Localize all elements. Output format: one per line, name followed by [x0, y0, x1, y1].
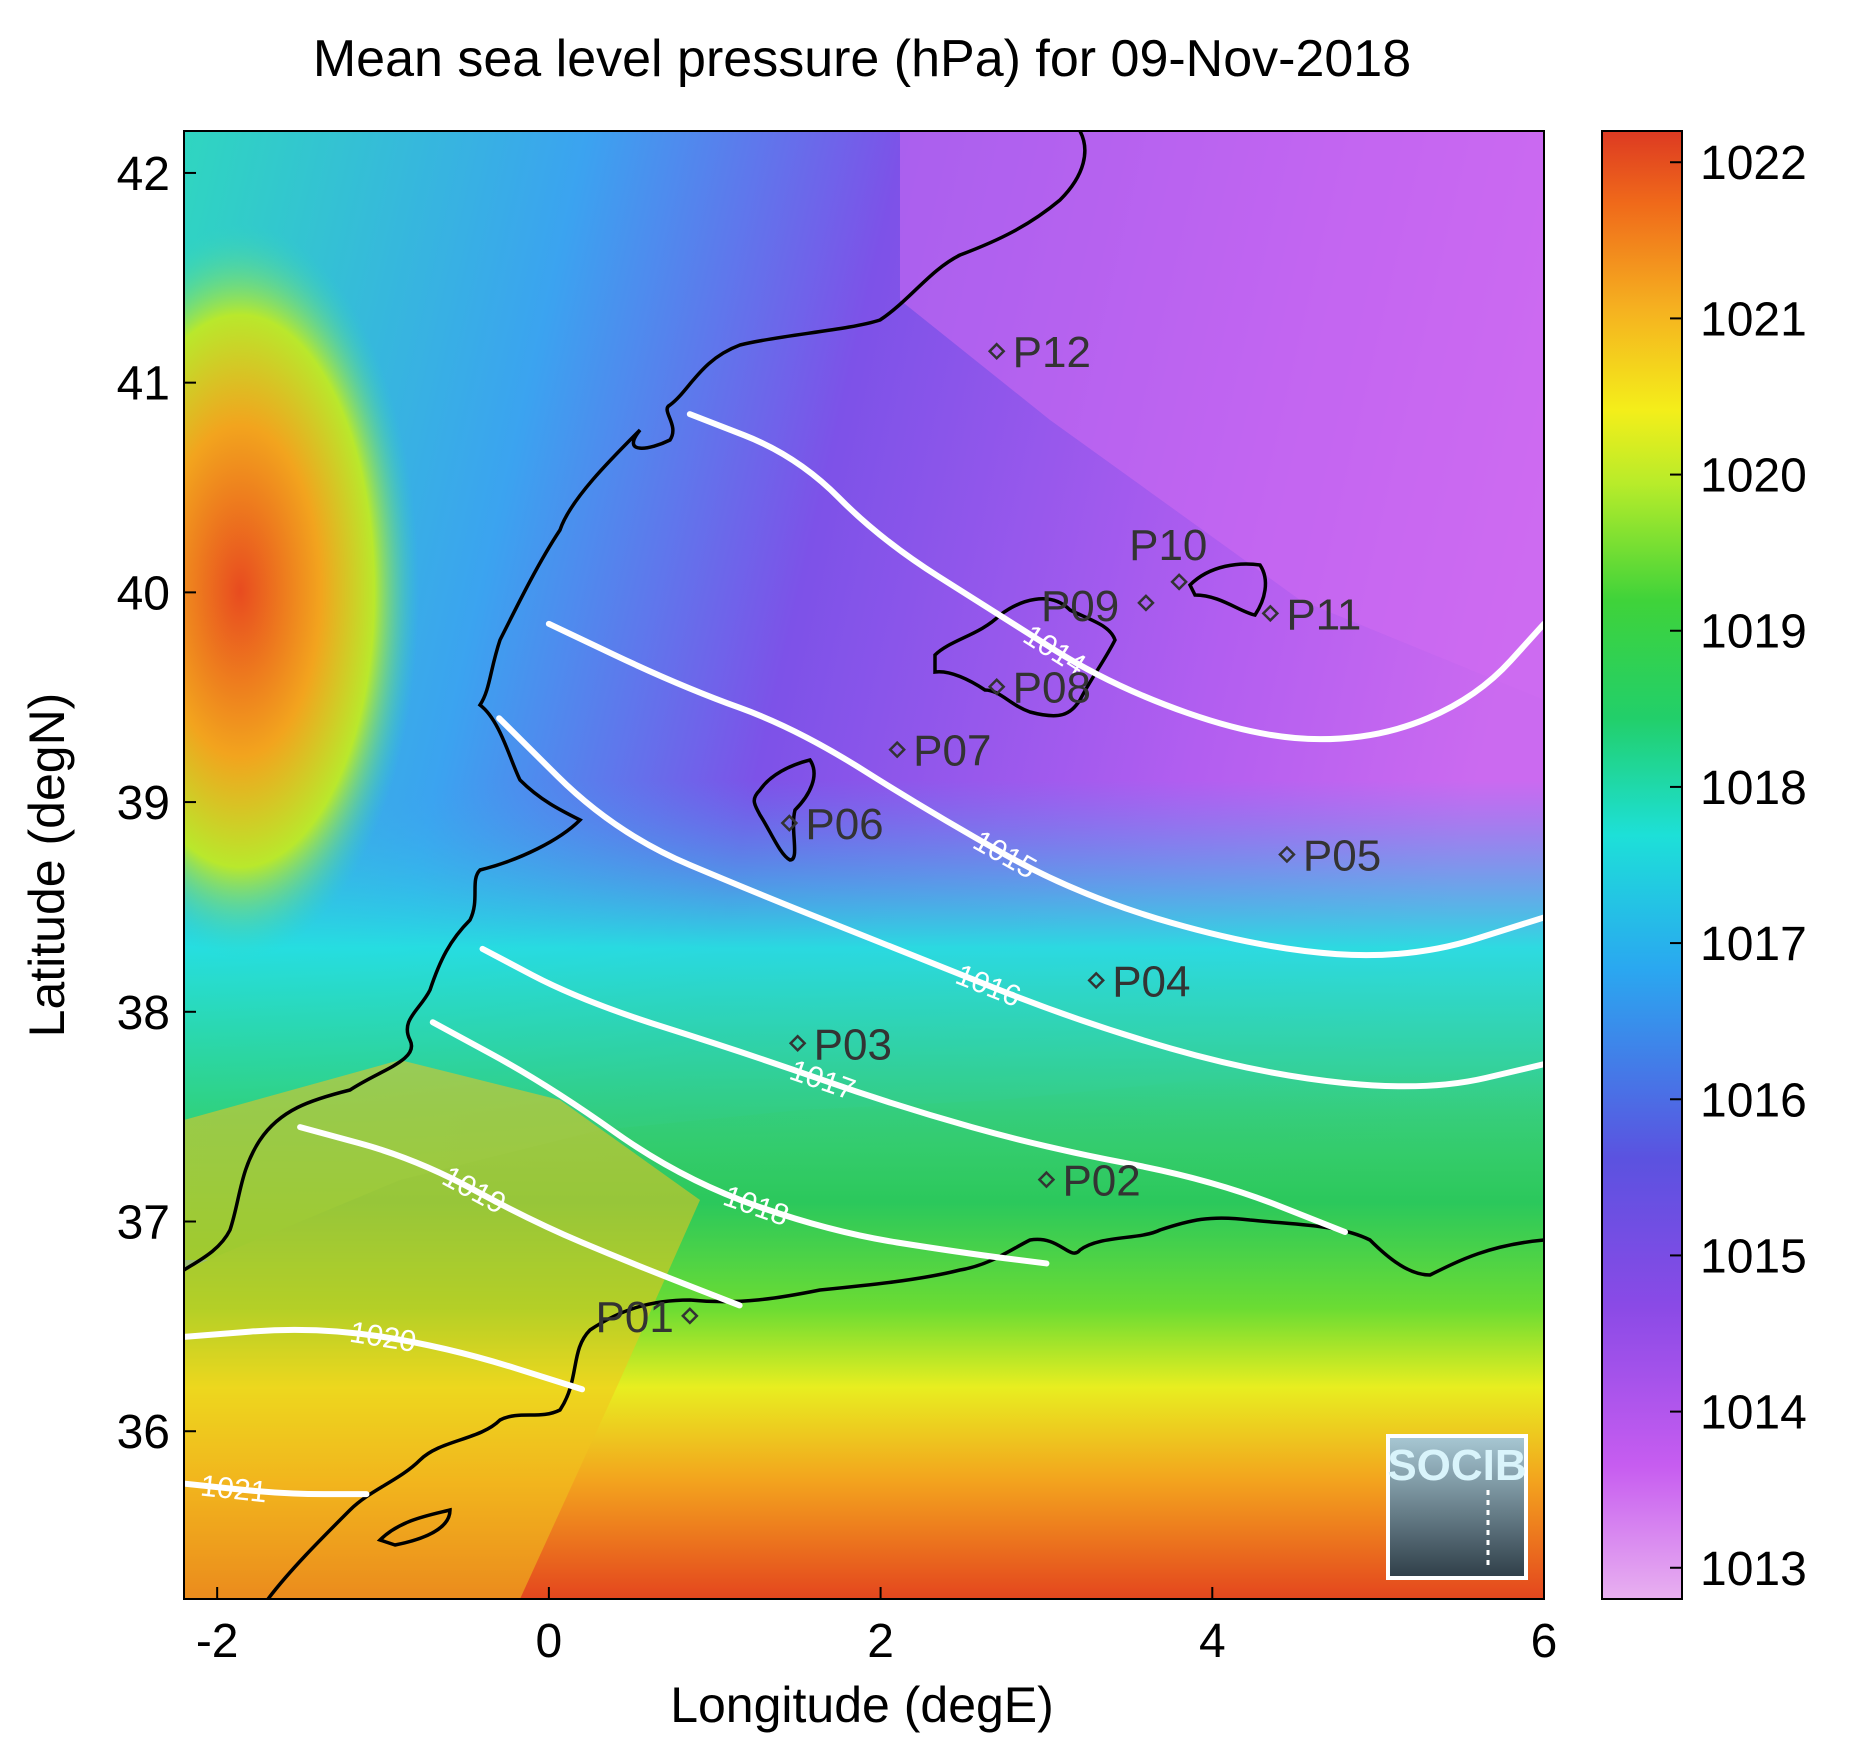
x-axis-label: Longitude (degE) [670, 1677, 1054, 1733]
coastline-mallorca [933, 597, 1117, 718]
colorbar: 1022 1021 1020 1019 1018 1017 1016 1015 1014 1013 [1601, 130, 1807, 1600]
station-label: P09 [1041, 582, 1119, 631]
socib-logo-text: SOCIB [1387, 1441, 1526, 1490]
station-label: P05 [1303, 832, 1381, 881]
station-label: P08 [1013, 664, 1091, 713]
station-label: P07 [913, 727, 991, 776]
station-label: P03 [814, 1020, 892, 1069]
y-axis-label: Latitude (degN) [19, 693, 75, 1038]
coastline-iberia [184, 131, 1087, 1272]
station-label: P02 [1062, 1157, 1140, 1206]
isobar-line-1021 [184, 1480, 370, 1498]
isobar-line-1019 [297, 1124, 743, 1309]
station-marker [780, 814, 799, 832]
colorbar-tick-label: 1016 [1700, 1074, 1807, 1127]
colorbar-tick-label: 1019 [1700, 606, 1807, 659]
y-tick-label: 41 [117, 358, 170, 411]
station-marker [1170, 573, 1188, 591]
colorbar-ticks: 1022 1021 1020 1019 1018 1017 1016 1015 1014 1013 [1670, 137, 1807, 1596]
colorbar-tick-label: 1014 [1700, 1387, 1807, 1440]
station-marker [1278, 845, 1296, 864]
socib-logo: SOCIB [1386, 1434, 1528, 1580]
station-marker [987, 677, 1006, 696]
station-label: P11 [1286, 590, 1361, 639]
coastline-ibiza [752, 758, 816, 862]
map-frame [183, 130, 1545, 1600]
x-axis-ticks: -2 0 2 4 6 [196, 1587, 1558, 1668]
y-tick-label: 37 [117, 1197, 170, 1250]
isobar-line-1018 [429, 1019, 1050, 1267]
isobar-line-1015 [545, 620, 1544, 959]
y-tick-label: 40 [117, 567, 170, 620]
colorbar-tick-label: 1013 [1700, 1543, 1807, 1596]
colorbar-tick-label: 1022 [1700, 137, 1807, 190]
station-marker [1137, 594, 1155, 612]
station-marker [1261, 604, 1280, 623]
colorbar-tick-label: 1018 [1700, 762, 1807, 815]
isobar-line-1020 [184, 1326, 586, 1393]
colorbar-tick-label: 1021 [1700, 293, 1807, 346]
y-tick-label: 42 [117, 148, 170, 201]
station-label: P10 [1129, 521, 1207, 570]
station-label: P12 [1013, 328, 1091, 377]
y-tick-label: 38 [117, 987, 170, 1040]
station-marker [1037, 1170, 1056, 1189]
colorbar-ramp [1601, 130, 1683, 1600]
x-tick-label: 0 [536, 1615, 563, 1668]
isobar-line-1014 [686, 411, 1544, 743]
station-marker [788, 1034, 807, 1053]
isobar-line-1016 [496, 715, 1544, 1090]
x-tick-label: 2 [867, 1615, 894, 1668]
isobar-line-1017 [479, 945, 1348, 1235]
station-label: P01 [596, 1293, 674, 1342]
x-tick-label: -2 [196, 1615, 239, 1668]
x-tick-label: 6 [1531, 1615, 1558, 1668]
y-tick-label: 36 [117, 1406, 170, 1459]
station-label: P04 [1112, 957, 1190, 1006]
station-marker [1087, 971, 1105, 990]
station-label: P06 [805, 800, 883, 849]
x-tick-label: 4 [1199, 1615, 1226, 1668]
isobar-label: 1021 [199, 1469, 269, 1509]
y-axis-ticks: 42 41 40 39 38 37 36 [117, 148, 196, 1459]
station-marker [987, 342, 1006, 360]
colorbar-tick-label: 1015 [1700, 1230, 1807, 1283]
colorbar-tick-label: 1017 [1700, 918, 1807, 971]
station-marker [888, 740, 906, 759]
pressure-field-north-low [900, 131, 1544, 700]
station-marker [681, 1307, 699, 1325]
pressure-field-southwest-high [184, 1060, 700, 1599]
coastline-menorca [1187, 562, 1268, 617]
colorbar-tick-label: 1020 [1700, 450, 1807, 503]
coastline-alboran-island [376, 1507, 452, 1547]
chart-title: Mean sea level pressure (hPa) for 09-Nov… [313, 30, 1411, 88]
y-tick-label: 39 [117, 777, 170, 830]
